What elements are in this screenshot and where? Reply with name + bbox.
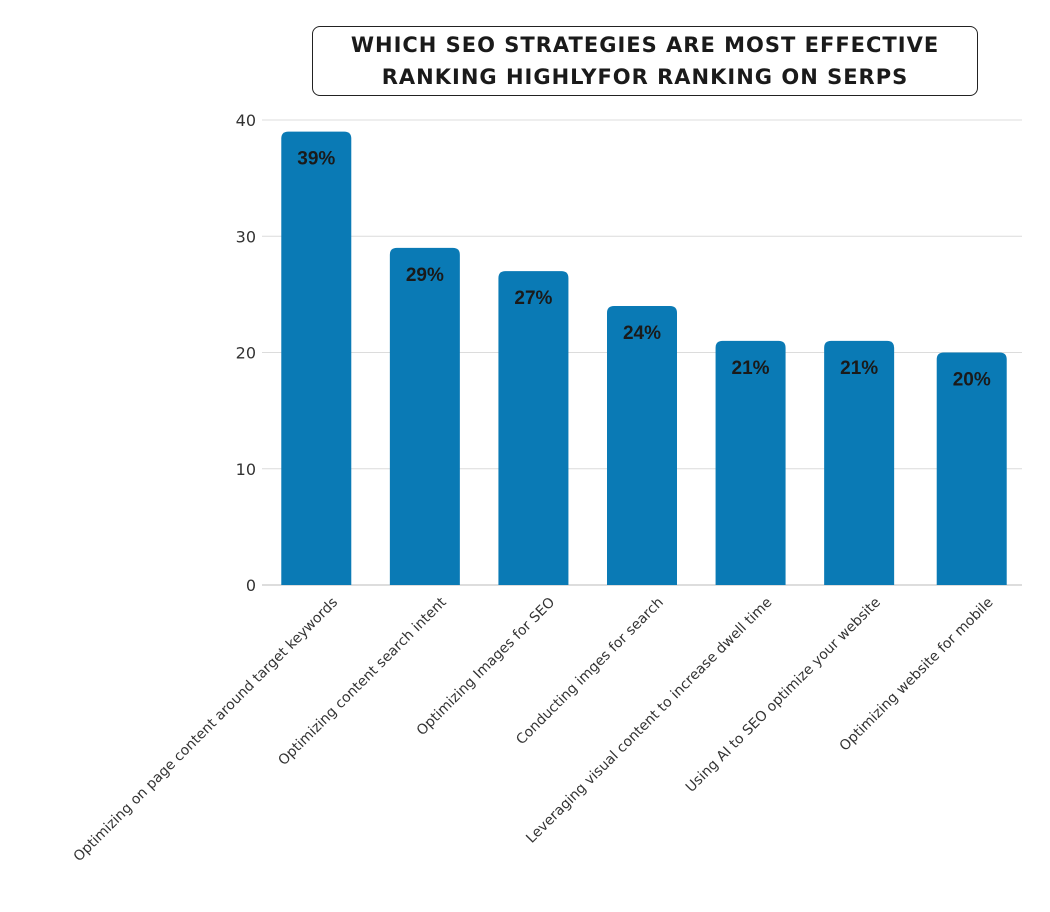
bar-data-label: 24% (623, 323, 661, 344)
bar (498, 271, 569, 585)
bar (281, 131, 352, 585)
bar (715, 340, 786, 585)
x-axis-category-labels: Optimizing on page content around target… (71, 594, 997, 865)
bar-data-label: 20% (953, 370, 991, 391)
y-tick-label: 10 (236, 460, 256, 479)
chart-title-box: WHICH SEO STRATEGIES ARE MOST EFFECTIVE … (312, 26, 978, 96)
bar (824, 340, 895, 585)
x-category-label: Using AI to SEO optimize your website (683, 595, 884, 796)
bar (389, 247, 460, 585)
y-tick-label: 40 (236, 111, 256, 130)
bar (607, 306, 677, 585)
data-labels: 39% 29% 27% 24% 21% 21% 20% (297, 149, 991, 391)
chart-title-line-2: RANKING HIGHLYFOR RANKING ON SERPS (381, 65, 909, 89)
y-tick-label: 20 (236, 344, 256, 363)
chart-title-line-1: WHICH SEO STRATEGIES ARE MOST EFFECTIVE (350, 33, 940, 57)
bar-data-label: 21% (840, 358, 878, 379)
y-tick-label: 0 (246, 576, 256, 595)
bar-data-label: 27% (514, 288, 552, 309)
x-category-label: Optimizing content search intent (275, 594, 450, 769)
y-tick-label: 30 (236, 227, 256, 246)
bar-data-label: 39% (297, 149, 335, 170)
x-category-label: Leveraging visual content to increase dw… (523, 595, 775, 847)
bar-data-label: 29% (406, 265, 444, 286)
bars (281, 131, 1007, 585)
bar-data-label: 21% (732, 358, 770, 379)
y-axis-ticks: 0 10 20 30 40 (236, 111, 256, 595)
bar (936, 352, 1007, 585)
x-category-label: Optimizing on page content around target… (71, 595, 341, 865)
